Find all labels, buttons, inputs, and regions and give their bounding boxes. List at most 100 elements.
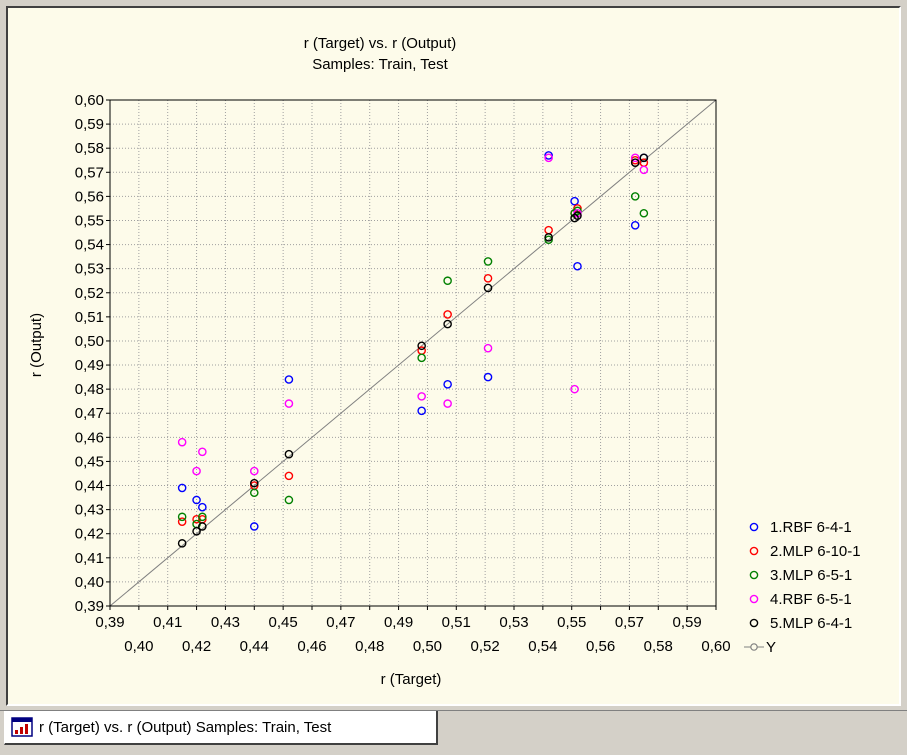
data-point-series-5 bbox=[192, 527, 201, 536]
data-point-series-5 bbox=[483, 283, 493, 293]
data-point-series-4 bbox=[639, 165, 649, 175]
legend: 1.RBF 6-4-1 2.MLP 6-10-1 3.MLP 6-5-1 4.RBF … bbox=[744, 519, 861, 656]
y-tick-label: 0,56 bbox=[75, 188, 104, 205]
data-point-series-5 bbox=[544, 233, 553, 242]
data-point-series-3 bbox=[443, 276, 452, 286]
data-point-series-1 bbox=[573, 261, 582, 271]
x-tick-label: 0,48 bbox=[355, 638, 384, 655]
x-tick-label: 0,43 bbox=[211, 614, 240, 631]
data-point-series-1 bbox=[249, 522, 259, 531]
data-point-series-2 bbox=[483, 274, 493, 283]
data-point-series-1 bbox=[192, 495, 201, 505]
data-point-series-2 bbox=[177, 517, 187, 526]
data-point-series-4 bbox=[443, 399, 452, 408]
data-point-series-4 bbox=[483, 343, 493, 353]
x-tick-label: 0,50 bbox=[413, 638, 442, 655]
y-tick-label: 0,55 bbox=[75, 212, 104, 229]
axis-ticks: 0,390,400,410,420,430,440,450,460,470,48… bbox=[75, 92, 731, 655]
y-tick-label: 0,54 bbox=[75, 237, 104, 254]
y-tick-label: 0,46 bbox=[75, 429, 104, 446]
data-point-series-5 bbox=[417, 341, 426, 351]
x-tick-label: 0,56 bbox=[586, 638, 615, 655]
y-tick-label: 0,44 bbox=[75, 478, 104, 495]
data-point-series-3 bbox=[639, 208, 649, 218]
legend-marker-series-3 bbox=[749, 570, 759, 580]
x-tick-label: 0,46 bbox=[297, 638, 326, 655]
x-tick-label: 0,51 bbox=[442, 614, 471, 631]
x-tick-label: 0,47 bbox=[326, 614, 355, 631]
y-tick-label: 0,47 bbox=[75, 405, 104, 422]
data-point-series-1 bbox=[177, 483, 187, 493]
y-tick-label: 0,60 bbox=[75, 92, 104, 109]
chart-window: r (Target) vs. r (Output) Samples: Train… bbox=[6, 6, 901, 706]
data-point-series-3 bbox=[249, 488, 259, 498]
y-tick-label: 0,40 bbox=[75, 574, 104, 591]
chart-title: r (Target) vs. r (Output) bbox=[304, 35, 457, 52]
data-point-series-5 bbox=[573, 211, 582, 220]
y-tick-label: 0,45 bbox=[75, 453, 104, 470]
legend-marker-series-1 bbox=[749, 522, 759, 532]
data-point-series-3 bbox=[573, 206, 582, 216]
legend-label-series-5: 5.MLP 6-4-1 bbox=[770, 615, 852, 632]
data-point-series-4 bbox=[249, 466, 259, 476]
y-axis-label: r (Output) bbox=[28, 313, 45, 377]
x-tick-label: 0,44 bbox=[240, 638, 269, 655]
x-tick-label: 0,58 bbox=[644, 638, 673, 655]
data-point-series-1 bbox=[417, 406, 426, 416]
x-tick-label: 0,41 bbox=[153, 614, 182, 631]
data-point-series-5 bbox=[630, 158, 640, 167]
data-point-series-2 bbox=[284, 471, 294, 481]
data-point-series-4 bbox=[417, 392, 426, 401]
x-tick-label: 0,40 bbox=[124, 638, 153, 655]
reference-line-y bbox=[109, 99, 717, 607]
y-tick-label: 0,42 bbox=[75, 526, 104, 543]
data-point-series-1 bbox=[544, 151, 553, 160]
legend-label-series-2: 2.MLP 6-10-1 bbox=[770, 543, 861, 560]
data-point-series-3 bbox=[630, 192, 640, 201]
data-point-series-1 bbox=[630, 220, 640, 230]
legend-label-series-4: 4.RBF 6-5-1 bbox=[770, 591, 852, 608]
x-tick-label: 0,59 bbox=[673, 614, 702, 631]
data-point-series-5 bbox=[284, 449, 294, 459]
legend-label-series-1: 1.RBF 6-4-1 bbox=[770, 519, 852, 536]
data-point-series-4 bbox=[630, 153, 640, 163]
legend-label-reference: Y bbox=[766, 639, 776, 656]
y-tick-label: 0,43 bbox=[75, 502, 104, 519]
tab-chart-window[interactable]: r (Target) vs. r (Output) Samples: Train… bbox=[4, 711, 438, 745]
x-tick-label: 0,45 bbox=[269, 614, 298, 631]
data-point-series-5 bbox=[639, 153, 649, 163]
chart-frame: r (Target) vs. r (Output) Samples: Train… bbox=[6, 6, 901, 706]
data-point-series-4 bbox=[177, 437, 187, 447]
x-tick-label: 0,60 bbox=[701, 638, 730, 655]
legend-marker-series-4 bbox=[749, 594, 759, 604]
x-tick-label: 0,42 bbox=[182, 638, 211, 655]
data-point-series-4 bbox=[544, 153, 553, 163]
legend-marker-reference bbox=[750, 643, 758, 651]
y-tick-label: 0,59 bbox=[75, 116, 104, 133]
scatter-plot: r (Target) vs. r (Output) Samples: Train… bbox=[28, 35, 861, 688]
y-tick-label: 0,41 bbox=[75, 550, 104, 567]
data-point-series-4 bbox=[192, 466, 201, 476]
legend-marker-series-2 bbox=[749, 546, 759, 556]
data-point-series-4 bbox=[198, 447, 207, 457]
data-point-series-4 bbox=[284, 399, 294, 408]
data-point-series-4 bbox=[570, 384, 579, 394]
x-tick-label: 0,39 bbox=[95, 614, 124, 631]
x-tick-label: 0,52 bbox=[471, 638, 500, 655]
data-point-series-1 bbox=[198, 502, 207, 512]
data-point-series-2 bbox=[544, 225, 553, 235]
chart-window-icon bbox=[11, 717, 33, 737]
data-point-series-1 bbox=[443, 380, 452, 389]
chart-subtitle: Samples: Train, Test bbox=[312, 56, 448, 73]
data-point-series-3 bbox=[284, 495, 294, 505]
data-point-series-2 bbox=[630, 155, 640, 165]
y-tick-label: 0,50 bbox=[75, 333, 104, 350]
x-tick-label: 0,54 bbox=[528, 638, 557, 655]
x-tick-label: 0,55 bbox=[557, 614, 586, 631]
data-point-series-1 bbox=[570, 196, 579, 206]
y-tick-label: 0,57 bbox=[75, 164, 104, 181]
data-point-series-5 bbox=[249, 478, 259, 488]
grid bbox=[110, 100, 716, 606]
y-tick-label: 0,51 bbox=[75, 309, 104, 326]
plot-area bbox=[109, 99, 717, 607]
